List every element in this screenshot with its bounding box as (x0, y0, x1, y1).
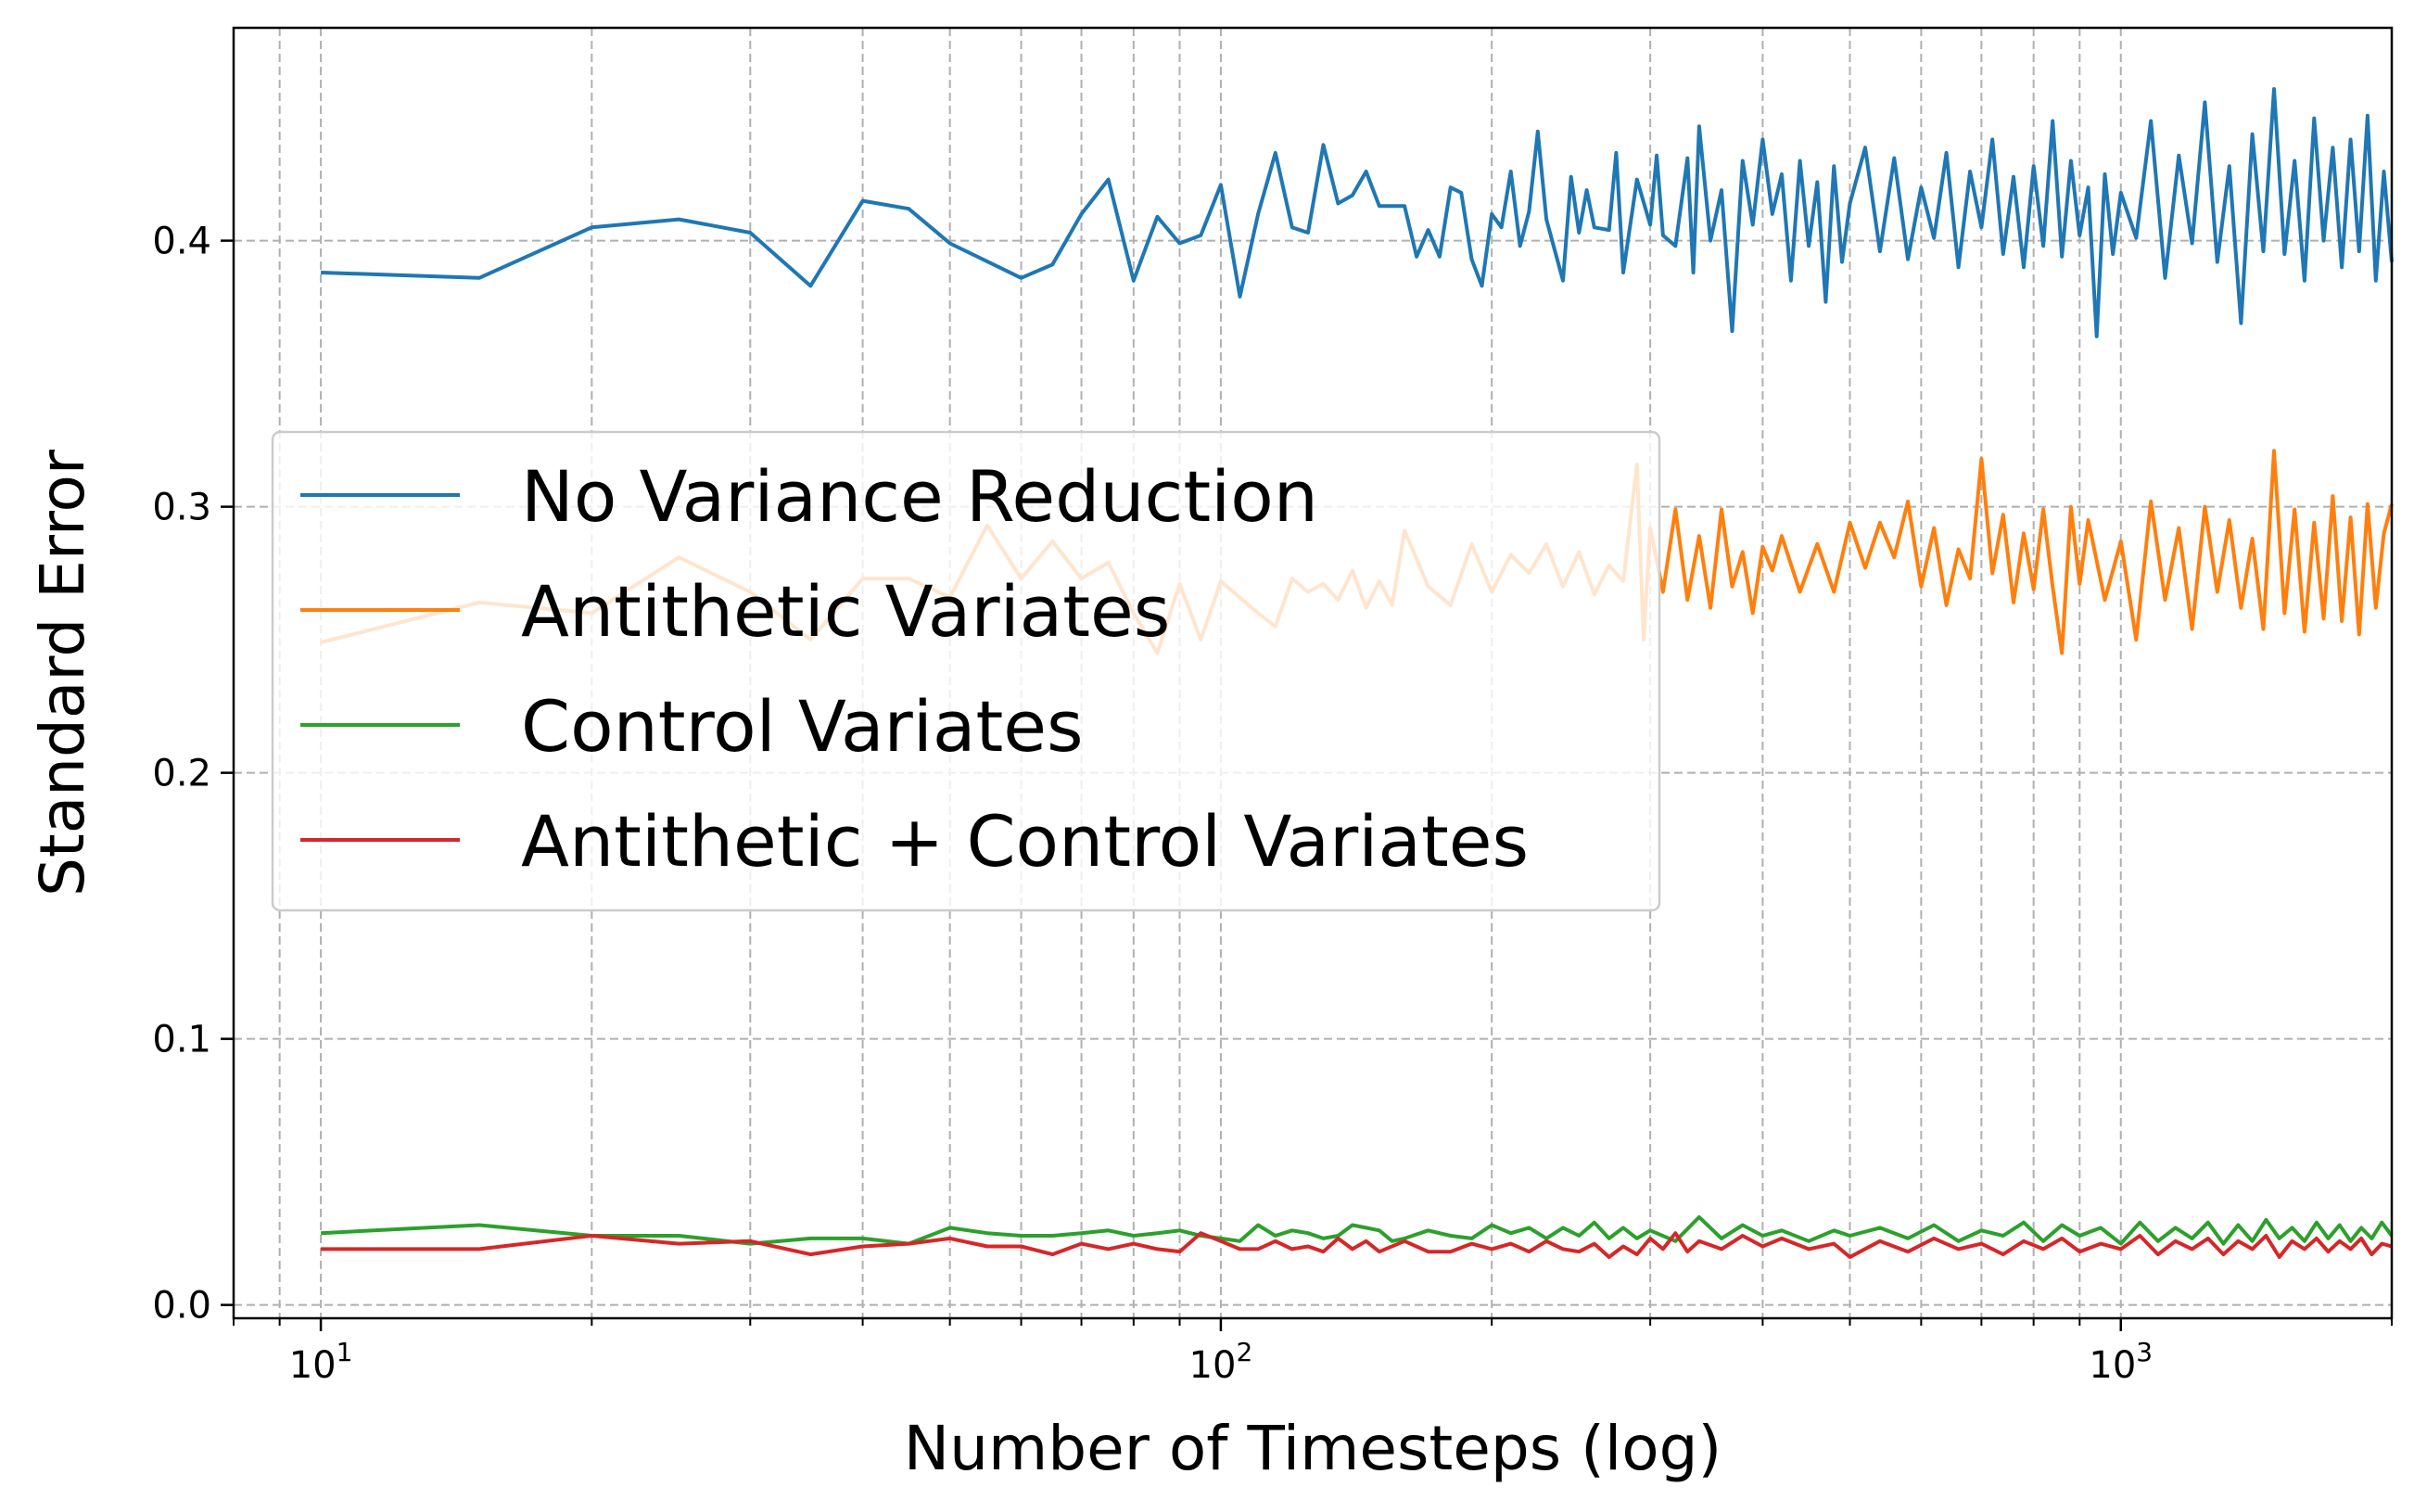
y-tick-label: 0.1 (152, 1019, 211, 1061)
x-tick-label: 102 (1189, 1337, 1253, 1387)
legend-label: No Variance Reduction (521, 455, 1318, 538)
y-tick-label: 0.0 (152, 1285, 211, 1328)
y-tick-label: 0.4 (152, 221, 211, 263)
legend: No Variance Reduction Antithetic Variates… (271, 430, 1661, 912)
axis-ticks: 101 102 103 0.0 0.1 0.2 0.3 0.4 (152, 221, 2393, 1387)
legend-box (271, 430, 1661, 912)
plot-frame (232, 26, 2394, 1320)
legend-label: Control Variates (521, 685, 1084, 768)
series-line-4 (321, 1231, 2393, 1259)
series-line-1 (321, 87, 2394, 338)
x-tick-label: 103 (2089, 1337, 2153, 1387)
series-line-3 (320, 1214, 2394, 1246)
y-tick-label: 0.2 (152, 753, 211, 795)
x-tick-label: 101 (289, 1337, 353, 1387)
x-axis-label: Number of Timesteps (log) (904, 1413, 1722, 1484)
legend-label: Antithetic Variates (521, 570, 1170, 653)
y-axis-label: Standard Error (27, 449, 98, 896)
y-tick-label: 0.3 (152, 487, 211, 529)
legend-label: Antithetic + Control Variates (521, 800, 1529, 883)
